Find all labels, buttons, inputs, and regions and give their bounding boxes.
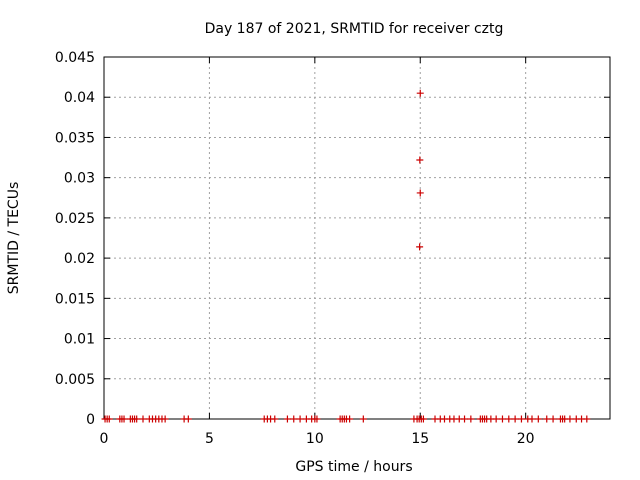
- data-point: [313, 415, 321, 423]
- y-tick-label: 0.015: [55, 291, 95, 307]
- x-tick-label: 15: [411, 431, 429, 447]
- y-tick-label: 0.03: [64, 171, 95, 187]
- gridlines: [104, 57, 610, 419]
- data-point: [419, 415, 427, 423]
- x-axis-label: GPS time / hours: [295, 459, 412, 475]
- x-tick-label: 20: [517, 431, 535, 447]
- data-point: [549, 415, 557, 423]
- data-point: [184, 415, 192, 423]
- y-axis-label: SRMTID / TECUs: [6, 182, 22, 295]
- y-tick-label: 0.045: [55, 50, 95, 66]
- x-tick-label: 10: [306, 431, 324, 447]
- data-point: [416, 89, 424, 97]
- data-point: [461, 415, 469, 423]
- data-point: [296, 415, 304, 423]
- data-point: [283, 415, 291, 423]
- data-point: [290, 415, 298, 423]
- data-point: [566, 415, 574, 423]
- data-point: [139, 415, 147, 423]
- data-point: [467, 415, 475, 423]
- data-point: [416, 156, 424, 164]
- data-points: [101, 89, 591, 423]
- data-point: [346, 415, 354, 423]
- data-point: [492, 415, 500, 423]
- y-tick-label: 0.04: [64, 90, 95, 106]
- y-tick-label: 0.025: [55, 211, 95, 227]
- data-point: [505, 415, 513, 423]
- data-point: [528, 415, 536, 423]
- data-point: [517, 415, 525, 423]
- y-tick-label: 0.01: [64, 332, 95, 348]
- y-tick-label: 0: [86, 412, 95, 428]
- data-point: [416, 189, 424, 197]
- data-point: [583, 415, 591, 423]
- x-tick-label: 0: [100, 431, 109, 447]
- y-tick-label: 0.005: [55, 372, 95, 388]
- data-point: [416, 243, 424, 251]
- axis-ticks: 0 0.005 0.01 0.015 0.02 0.025 0.03 0.035 0.04 0.0…: [55, 50, 610, 447]
- plot-frame: [103, 56, 611, 420]
- data-point: [498, 415, 506, 423]
- data-point: [120, 415, 128, 423]
- data-point: [161, 415, 169, 423]
- y-tick-label: 0.02: [64, 251, 95, 267]
- x-tick-label: 5: [205, 431, 214, 447]
- data-point: [271, 415, 279, 423]
- data-point: [511, 415, 519, 423]
- data-point: [359, 415, 367, 423]
- data-point: [543, 415, 551, 423]
- data-point: [105, 415, 113, 423]
- data-point: [133, 415, 141, 423]
- y-tick-label: 0.035: [55, 130, 95, 146]
- chart-title: Day 187 of 2021, SRMTID for receiver czt…: [205, 21, 504, 37]
- data-point: [534, 415, 542, 423]
